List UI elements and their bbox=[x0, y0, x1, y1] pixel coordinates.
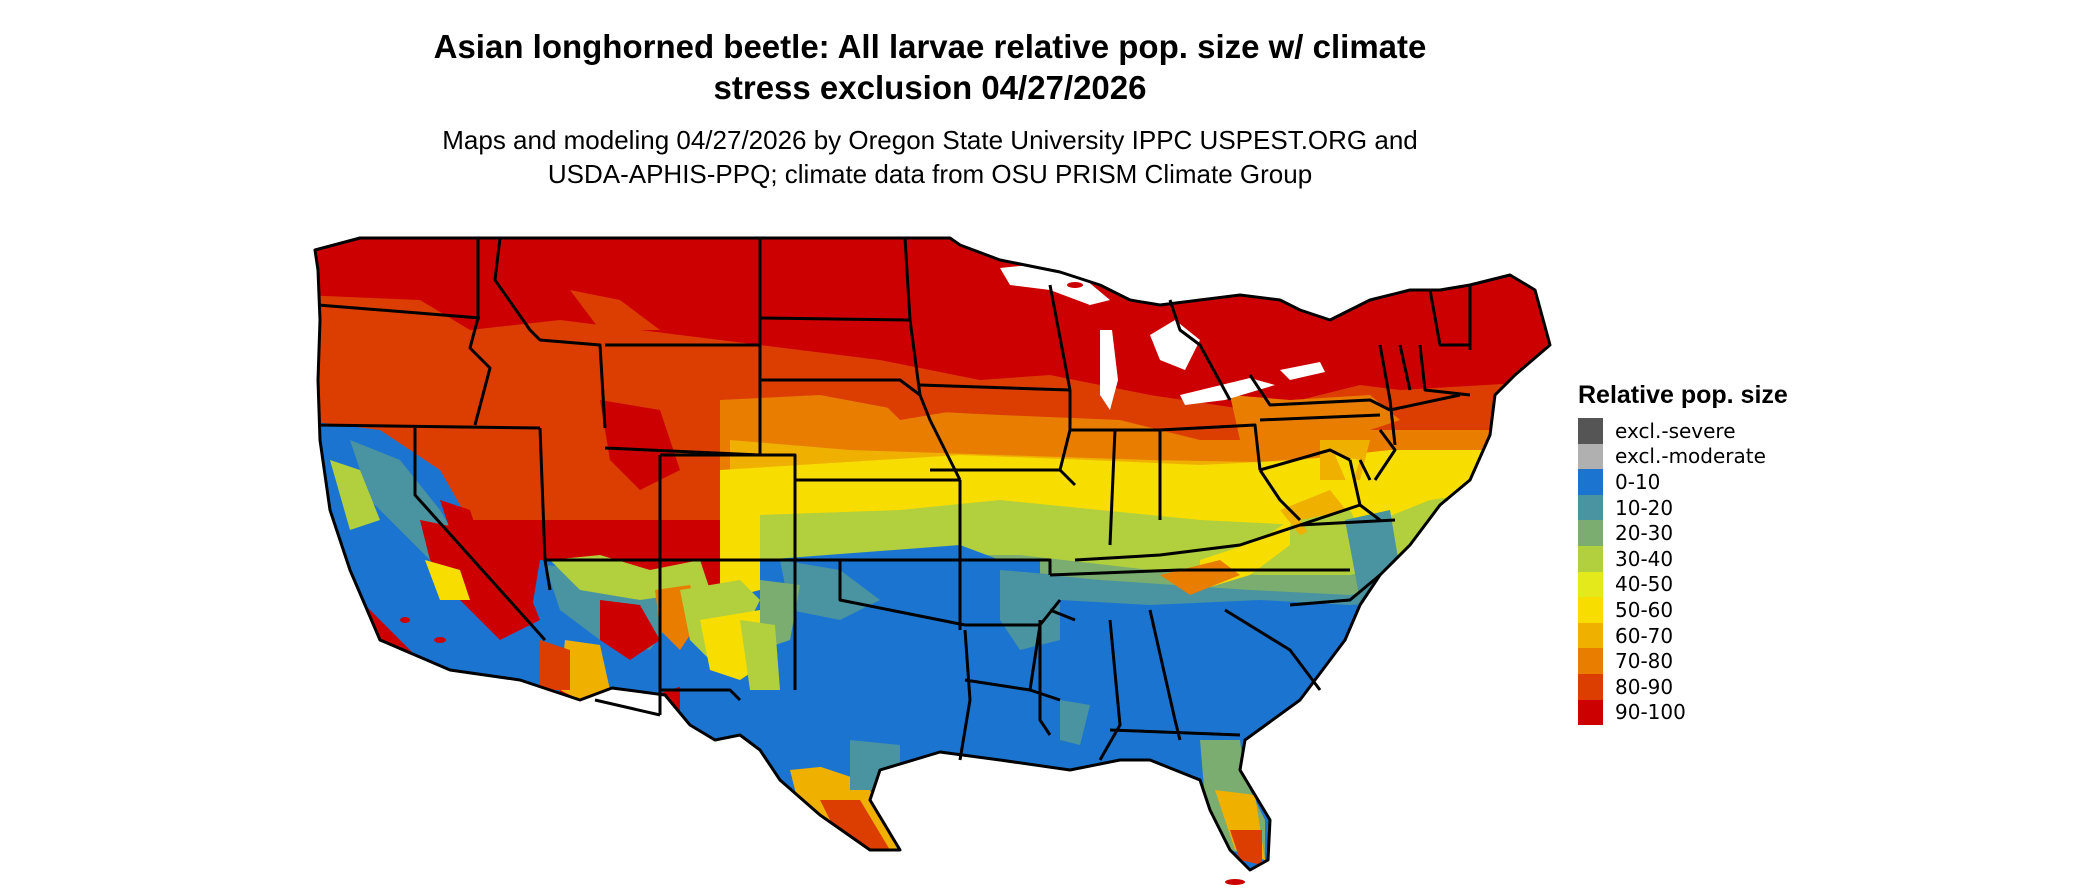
legend-label: 80-90 bbox=[1615, 674, 1674, 699]
subtitle-line-1: Maps and modeling 04/27/2026 by Oregon S… bbox=[442, 125, 1418, 155]
legend-item: 60-70 bbox=[1578, 622, 1788, 649]
title-line-2: stress exclusion 04/27/2026 bbox=[713, 69, 1147, 106]
legend-swatch bbox=[1578, 699, 1603, 726]
legend-item: 40-50 bbox=[1578, 571, 1788, 598]
legend-label: 0-10 bbox=[1615, 469, 1661, 494]
map-subtitle: Maps and modeling 04/27/2026 by Oregon S… bbox=[380, 123, 1480, 191]
legend-label: 60-70 bbox=[1615, 623, 1674, 648]
island-details bbox=[400, 282, 1245, 885]
great-lakes bbox=[1000, 265, 1325, 410]
legend-title: Relative pop. size bbox=[1578, 381, 1788, 409]
legend-label: 20-30 bbox=[1615, 521, 1674, 546]
legend-label: 90-100 bbox=[1615, 700, 1686, 725]
map-title: Asian longhorned beetle: All larvae rela… bbox=[380, 26, 1480, 108]
legend-item: 30-40 bbox=[1578, 545, 1788, 572]
legend-label: 30-40 bbox=[1615, 546, 1674, 571]
legend-item: excl.-moderate bbox=[1578, 443, 1788, 470]
legend-label: 50-60 bbox=[1615, 597, 1674, 622]
legend-swatch bbox=[1578, 622, 1603, 649]
legend-item: 0-10 bbox=[1578, 469, 1788, 495]
legend: Relative pop. size excl.-severe excl.-mod… bbox=[1578, 380, 1788, 726]
legend-label: excl.-moderate bbox=[1615, 444, 1766, 469]
legend-swatch bbox=[1578, 597, 1603, 623]
legend-label: 10-20 bbox=[1615, 495, 1674, 520]
legend-item: 70-80 bbox=[1578, 648, 1788, 674]
legend-item: 80-90 bbox=[1578, 673, 1788, 700]
legend-swatch bbox=[1578, 545, 1603, 572]
legend-swatch bbox=[1578, 520, 1603, 546]
legend-swatch bbox=[1578, 494, 1603, 521]
legend-item: excl.-severe bbox=[1578, 418, 1788, 444]
us-population-map bbox=[313, 236, 1552, 885]
state-boundaries bbox=[313, 236, 1552, 872]
legend-item: 10-20 bbox=[1578, 494, 1788, 521]
legend-swatch bbox=[1578, 418, 1603, 444]
legend-item: 50-60 bbox=[1578, 597, 1788, 623]
subtitle-line-2: USDA-APHIS-PPQ; climate data from OSU PR… bbox=[547, 159, 1313, 189]
legend-item: 90-100 bbox=[1578, 699, 1788, 726]
title-line-1: Asian longhorned beetle: All larvae rela… bbox=[433, 28, 1427, 65]
legend-items: excl.-severe excl.-moderate 0-10 10-20 20-30… bbox=[1578, 418, 1788, 726]
legend-swatch bbox=[1578, 673, 1603, 700]
legend-item: 20-30 bbox=[1578, 520, 1788, 546]
legend-label: 70-80 bbox=[1615, 649, 1674, 674]
legend-swatch bbox=[1578, 571, 1603, 598]
legend-swatch bbox=[1578, 648, 1603, 674]
population-regions bbox=[315, 238, 1550, 870]
legend-swatch bbox=[1578, 443, 1603, 470]
legend-label: 40-50 bbox=[1615, 572, 1674, 597]
legend-swatch bbox=[1578, 469, 1603, 495]
legend-label: excl.-severe bbox=[1615, 418, 1736, 443]
